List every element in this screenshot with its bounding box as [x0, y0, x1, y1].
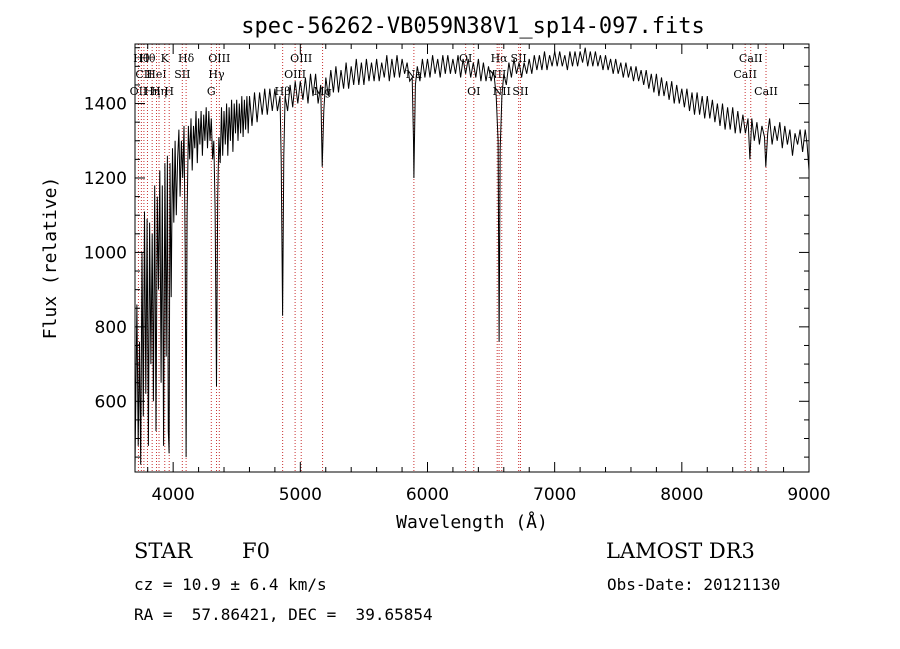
marker-label: SII	[512, 85, 528, 98]
marker-label: NII	[493, 85, 511, 98]
x-tick-label: 8000	[660, 485, 703, 505]
redshift-label: cz = 10.9 ± 6.4 km/s	[134, 575, 327, 594]
marker-label: OIII	[208, 52, 230, 65]
y-tick-label: 1200	[84, 169, 127, 189]
obs-date-label: Obs-Date: 20121130	[607, 575, 781, 594]
x-tick-label: 9000	[787, 485, 830, 505]
marker-label: Hβ	[275, 85, 291, 98]
marker-label: Hθ	[133, 52, 150, 65]
marker-label: K	[161, 52, 170, 65]
marker-label: H	[164, 85, 174, 98]
marker-label: CaII	[733, 68, 757, 81]
marker-label: HeI	[146, 68, 166, 81]
marker-label: OI	[459, 52, 472, 65]
marker-label: CaII	[739, 52, 763, 65]
spectrum-line	[134, 47, 810, 469]
spectrum-series	[134, 47, 810, 469]
marker-label: OIII	[290, 52, 312, 65]
marker-label: OIII	[284, 68, 306, 81]
marker-label: CaII	[754, 85, 778, 98]
x-tick-label: 7000	[533, 485, 576, 505]
marker-label: Hγ	[208, 68, 225, 81]
marker-label: CII	[135, 68, 152, 81]
y-tick-label: 1400	[84, 95, 127, 115]
y-tick-label: 1000	[84, 243, 127, 263]
marker-label: OI	[467, 85, 480, 98]
y-tick-label: 600	[95, 392, 127, 412]
x-tick-label: 5000	[279, 485, 322, 505]
chart-title: spec-56262-VB059N38V1_sp14-097.fits	[241, 14, 705, 39]
coords-label: RA = 57.86421, DEC = 39.65854	[134, 605, 433, 624]
y-tick-label: 800	[95, 318, 127, 338]
x-tick-label: 6000	[406, 485, 449, 505]
x-tick-label: 4000	[152, 485, 195, 505]
marker-label: SII	[174, 68, 190, 81]
y-axis-label: Flux (relative)	[40, 177, 61, 340]
marker-label: Hη	[151, 85, 167, 98]
marker-label: Hη	[144, 85, 160, 98]
marker-label: Hθ	[139, 52, 156, 65]
y-axis: 600 800 1000 1200 1400	[84, 47, 809, 458]
marker-label: Hδ	[178, 52, 195, 65]
survey-label: LAMOST DR3	[606, 539, 755, 563]
x-axis-label: Wavelength (Å)	[396, 511, 548, 533]
marker-label: Hα	[491, 52, 509, 65]
class-label: STAR	[134, 539, 193, 563]
subclass-label: F0	[242, 539, 270, 563]
x-axis: 4000 5000 6000 7000 8000 9000	[147, 44, 831, 505]
marker-label: OII	[130, 85, 148, 98]
marker-label: G	[207, 85, 216, 98]
plot-frame	[134, 43, 810, 473]
